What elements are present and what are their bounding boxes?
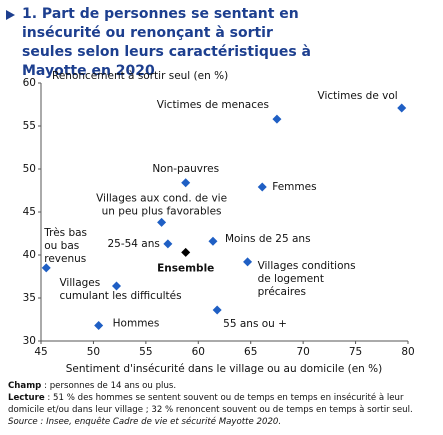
point-label: Hommes (113, 318, 160, 330)
x-tick-label: 65 (244, 346, 257, 358)
chart-title: 1. Part de personnes se sentant en inséc… (22, 6, 312, 79)
x-tick-label: 45 (34, 346, 47, 358)
y-tick-label: 30 (23, 335, 36, 347)
point-label: Non-pauvres (152, 163, 219, 175)
point (163, 239, 173, 249)
x-tick-label: 80 (401, 346, 414, 358)
x-tick-label: 55 (139, 346, 152, 358)
point (181, 247, 191, 257)
point (272, 114, 282, 124)
point-label: ou bas (44, 240, 79, 252)
point-label: Victimes de vol (318, 90, 398, 102)
point-label: Très bas (43, 227, 87, 239)
point-label: un peu plus favorables (102, 205, 222, 217)
point-label: cumulant les difficultés (59, 290, 181, 302)
point (157, 217, 167, 227)
title-marker (6, 10, 15, 20)
note-label: Champ (8, 381, 42, 391)
y-tick-label: 50 (23, 163, 36, 175)
point (257, 182, 267, 192)
point-label: 55 ans ou + (223, 318, 287, 330)
note-text: : 51 % des hommes se sentent souvent ou … (8, 393, 413, 415)
point (94, 321, 104, 331)
point (397, 103, 407, 113)
point-label: Victimes de menaces (157, 99, 269, 111)
note-label: Lecture (8, 393, 45, 403)
point (111, 281, 121, 291)
x-tick-label: 60 (192, 346, 205, 358)
point-label: revenus (44, 253, 86, 265)
x-tick-label: 75 (349, 346, 362, 358)
point-label: Villages aux cond. de vie (96, 192, 227, 204)
notes: Champ : personnes de 14 ans ou plus. Lect… (8, 380, 438, 428)
point-label: Villages (59, 277, 100, 289)
note: Lecture : 51 % des hommes se sentent sou… (8, 392, 438, 416)
point-label: Villages conditions (258, 260, 356, 272)
x-tick-label: 50 (87, 346, 100, 358)
point (212, 305, 222, 315)
point-label: Moins de 25 ans (225, 233, 311, 245)
note: Champ : personnes de 14 ans ou plus. (8, 380, 438, 392)
x-axis-label: Sentiment d'insécurité dans le village o… (66, 363, 383, 375)
point-label: Ensemble (157, 262, 214, 274)
point-label: de logement (258, 273, 324, 285)
y-tick-label: 55 (23, 120, 36, 132)
x-tick-label: 70 (296, 346, 309, 358)
point (208, 236, 218, 246)
y-tick-label: 45 (23, 206, 36, 218)
note-text: : personnes de 14 ans ou plus. (41, 381, 177, 391)
point (243, 257, 253, 267)
y-axis-label: Renoncement à sortir seul (en %) (52, 70, 228, 82)
point-label: Femmes (272, 181, 316, 193)
point-label: 25-54 ans (107, 238, 159, 250)
chart: Renoncement à sortir seul (en %) Sentime… (23, 70, 415, 375)
point (181, 178, 191, 188)
y-tick-label: 40 (23, 249, 36, 261)
source: Source : Insee, enquête Cadre de vie et … (8, 417, 282, 427)
y-tick-label: 35 (23, 292, 36, 304)
point-label: précaires (258, 286, 306, 298)
point (41, 263, 51, 273)
y-tick-label: 60 (23, 77, 36, 89)
